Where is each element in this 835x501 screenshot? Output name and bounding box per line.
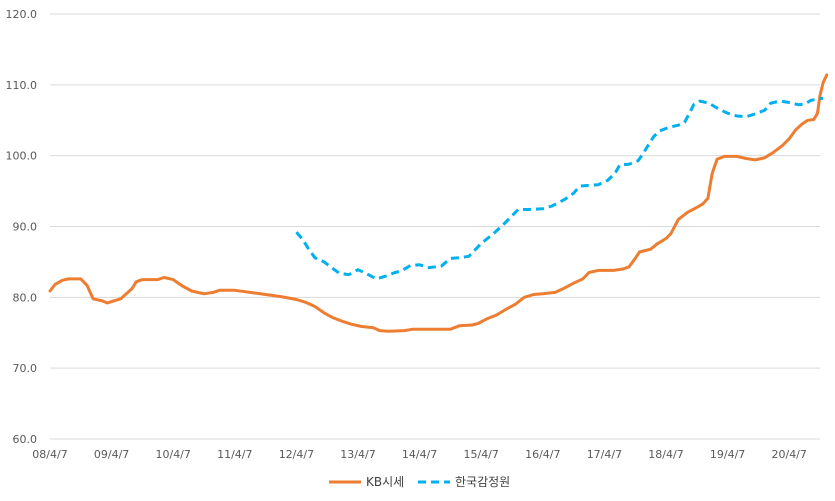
x-tick-label: 08/4/7	[32, 448, 67, 461]
x-tick-label: 14/4/7	[402, 448, 437, 461]
series-lines	[48, 73, 829, 333]
x-tick-label: 09/4/7	[94, 448, 129, 461]
legend: KB시세 한국감정원	[329, 475, 510, 489]
x-tick-label: 19/4/7	[710, 448, 745, 461]
legend-label-1: 한국감정원	[455, 475, 510, 489]
x-tick-label: 11/4/7	[217, 448, 252, 461]
x-tick-label: 13/4/7	[340, 448, 375, 461]
x-tick-label: 10/4/7	[155, 448, 190, 461]
series-line-0	[48, 73, 829, 333]
x-tick-label: 20/4/7	[771, 448, 806, 461]
y-tick-label: 100.0	[6, 150, 38, 163]
x-tick-label: 15/4/7	[463, 448, 498, 461]
x-tick-label: 18/4/7	[648, 448, 683, 461]
y-tick-label: 90.0	[13, 221, 38, 234]
y-axis-tick-labels: 60.0 70.0 80.0 90.0 100.0 110.0 120.0	[6, 8, 38, 446]
y-tick-label: 80.0	[13, 291, 38, 304]
legend-label-0: KB시세	[366, 475, 404, 489]
y-tick-label: 110.0	[6, 79, 38, 92]
x-tick-label: 17/4/7	[587, 448, 622, 461]
y-tick-label: 60.0	[13, 433, 38, 446]
x-axis-tick-labels: 08/4/7 09/4/7 10/4/7 11/4/7 12/4/7 13/4/7 14/4…	[32, 448, 807, 461]
y-tick-label: 120.0	[6, 8, 38, 21]
gridlines	[50, 13, 820, 440]
x-tick-label: 16/4/7	[525, 448, 560, 461]
x-tick-label: 12/4/7	[279, 448, 314, 461]
series-line-1	[295, 96, 824, 281]
y-tick-label: 70.0	[13, 362, 38, 375]
